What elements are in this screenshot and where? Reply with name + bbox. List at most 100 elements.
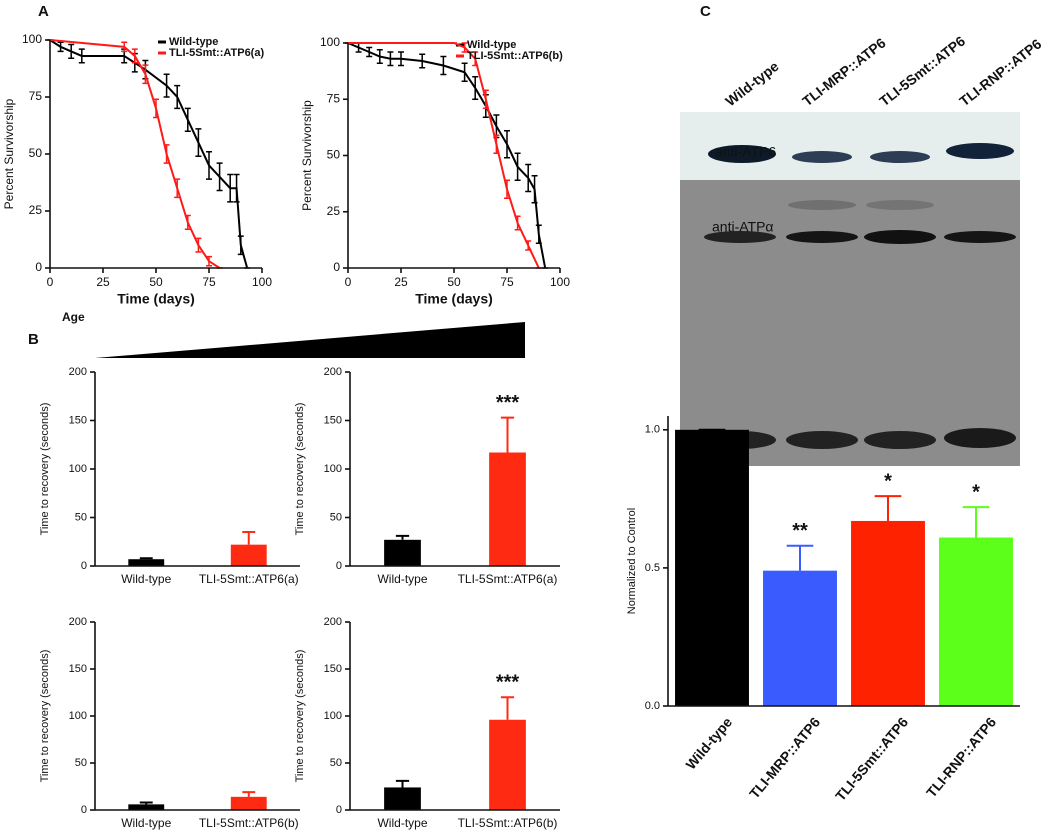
y-tick-label: 0 [336, 560, 342, 572]
band [792, 151, 852, 163]
y-tick-label: 25 [327, 204, 341, 218]
x-tick-label: Wild-type [121, 572, 171, 586]
error-bar [57, 41, 64, 53]
bar [489, 452, 526, 566]
survival-line [348, 42, 540, 269]
error-bar [184, 107, 191, 132]
x-tick-label: 75 [500, 275, 514, 289]
error-bar [237, 235, 244, 256]
x-tick-label: TLI-RNP::ATP6 [923, 714, 999, 801]
error-bar [121, 41, 128, 53]
error-bar [440, 55, 447, 76]
bar [675, 429, 749, 706]
significance-label: * [884, 470, 892, 492]
x-tick-label: TLI-5Smt::ATP6(a) [199, 572, 299, 586]
y-tick-label: 50 [75, 511, 87, 523]
y-axis-label: Time to recovery (seconds) [39, 403, 51, 536]
survival-line [49, 39, 221, 269]
x-tick-label: 50 [447, 275, 461, 289]
error-bar [472, 51, 479, 67]
y-tick-label: 50 [327, 148, 341, 162]
error-bar [500, 696, 515, 720]
error-bar [395, 779, 410, 788]
lane-label: TLI-5Smt::ATP6 [876, 33, 968, 110]
band [944, 231, 1016, 243]
error-bar [227, 173, 234, 203]
error-bar [174, 178, 181, 199]
significance-label: *** [496, 671, 520, 693]
survival-line [347, 42, 547, 269]
error-bar [500, 416, 515, 453]
error-bar [461, 42, 468, 53]
y-tick-label: 150 [324, 663, 342, 675]
significance-label: * [972, 481, 980, 503]
significance-label: ** [792, 520, 808, 542]
error-bar [504, 179, 510, 199]
error-bar [366, 46, 373, 58]
error-bar [525, 240, 532, 251]
y-axis-label: Percent Survivorship [2, 98, 16, 209]
band [946, 143, 1014, 159]
error-bar [786, 544, 814, 571]
x-tick-label: TLI-5Smt::ATP6(a) [458, 572, 558, 586]
error-bar [472, 76, 479, 100]
legend-label: TLI-5Smt::ATP6(a) [169, 47, 264, 59]
error-bar [387, 51, 394, 67]
legend-label: TLI-5Smt::ATP6(b) [467, 50, 563, 62]
y-tick-label: 0 [35, 260, 42, 274]
age-triangle [95, 322, 525, 358]
y-tick-label: 0 [336, 804, 342, 816]
y-tick-label: 100 [69, 710, 87, 722]
y-tick-label: 50 [75, 757, 87, 769]
error-bar [398, 51, 404, 67]
bar [939, 537, 1013, 706]
survival-line [49, 39, 249, 269]
bar [230, 544, 267, 566]
error-bar [242, 531, 256, 545]
blot-region [680, 180, 1020, 466]
x-tick-label: TLI-MRP::ATP6 [746, 714, 823, 802]
y-tick-label: 150 [69, 663, 87, 675]
error-bar [139, 557, 153, 560]
bar [384, 787, 421, 810]
x-tick-label: 0 [345, 275, 352, 289]
age-label: Age [62, 310, 85, 324]
error-bar [195, 128, 202, 158]
error-bar [535, 224, 542, 244]
band [944, 428, 1016, 448]
x-tick-label: Wild-type [377, 572, 427, 586]
y-tick-label: 200 [324, 616, 342, 628]
band [788, 200, 856, 210]
y-tick-label: 0 [333, 260, 340, 274]
band [870, 151, 930, 163]
error-bar [184, 214, 191, 230]
error-bar [514, 152, 521, 181]
error-bar [242, 791, 256, 797]
antibody-label: anti-ATP6 [715, 144, 776, 160]
error-bar [531, 175, 538, 204]
error-bar [461, 62, 468, 82]
y-axis-label: Normalized to Control [626, 508, 638, 614]
lane-label: TLI-RNP::ATP6 [956, 35, 1044, 109]
error-bar [163, 73, 170, 98]
antibody-label: anti-ATPα [712, 219, 774, 235]
error-bar [419, 53, 426, 69]
error-bar [962, 506, 990, 538]
y-tick-label: 200 [69, 616, 87, 628]
y-tick-label: 100 [324, 463, 342, 475]
x-tick-label: 50 [149, 275, 163, 289]
error-bar [493, 134, 500, 154]
y-tick-label: 200 [324, 366, 342, 378]
x-tick-label: Wild-type [377, 816, 427, 830]
x-tick-label: 25 [96, 275, 110, 289]
y-tick-label: 50 [29, 146, 43, 160]
bar [384, 539, 421, 566]
y-tick-label: 0.0 [645, 700, 660, 712]
legend-label: Wild-type [467, 39, 516, 51]
y-tick-label: 50 [330, 511, 342, 523]
error-bar [482, 89, 489, 109]
significance-label: *** [496, 392, 520, 414]
bar [128, 804, 165, 810]
y-axis-label: Time to recovery (seconds) [294, 650, 306, 783]
bar [128, 559, 165, 566]
